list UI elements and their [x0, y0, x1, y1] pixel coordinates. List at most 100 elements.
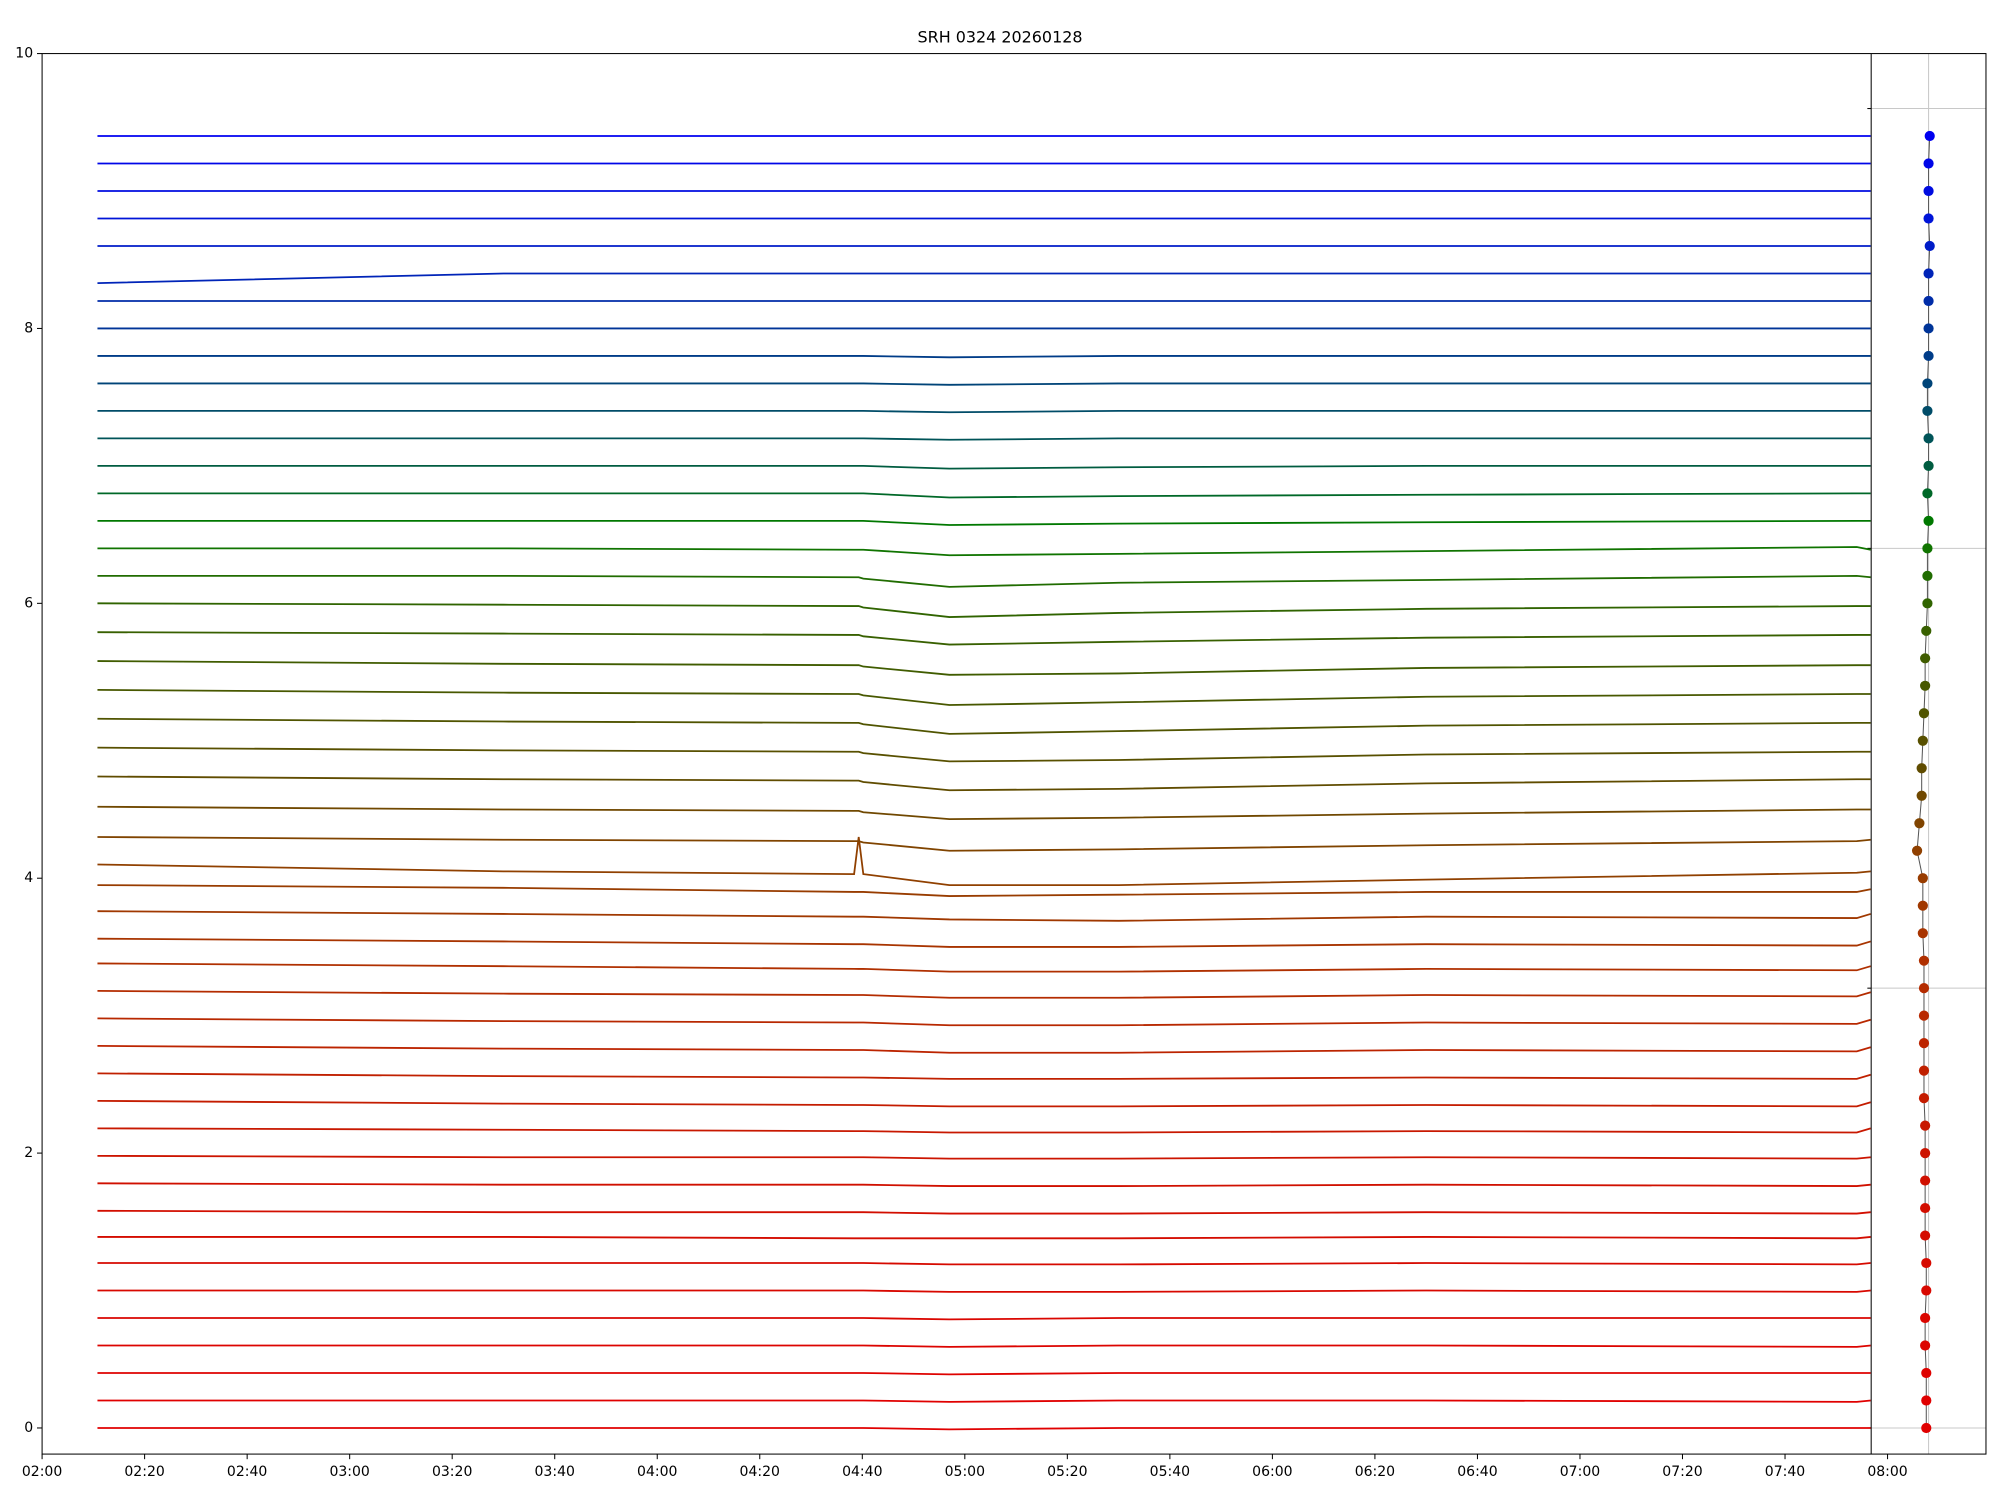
x-tick-label: 07:00 — [1560, 1464, 1600, 1480]
trace — [97, 1017, 1871, 1027]
trace — [97, 910, 1871, 922]
trace — [97, 1399, 1871, 1403]
x-tick-label: 03:40 — [535, 1464, 575, 1480]
inset-dot — [1918, 1093, 1930, 1104]
inset-dot — [1921, 625, 1932, 636]
trace — [97, 1317, 1871, 1321]
inset-dot — [1920, 1340, 1931, 1351]
x-tick-label: 05:20 — [1047, 1464, 1087, 1480]
trace — [97, 717, 1871, 735]
inset-dot — [1917, 928, 1928, 939]
trace — [97, 937, 1871, 948]
trace — [97, 492, 1871, 499]
inset-dot — [1922, 543, 1933, 554]
x-tick-label: 02:20 — [124, 1464, 164, 1480]
inset-dot — [1916, 763, 1927, 774]
x-tick-label: 06:00 — [1252, 1464, 1292, 1480]
trace — [97, 1372, 1871, 1376]
trace — [97, 1127, 1871, 1134]
x-tick-label: 06:20 — [1355, 1464, 1395, 1480]
plot-frame — [41, 53, 1987, 1455]
x-tick-label: 03:00 — [329, 1464, 369, 1480]
trace — [97, 1289, 1871, 1293]
trace — [97, 1427, 1871, 1431]
trace — [97, 962, 1871, 973]
trace — [97, 355, 1871, 359]
trace — [97, 546, 1871, 557]
inset-dot — [1921, 1257, 1932, 1269]
inset-dot — [1918, 983, 1930, 994]
x-tick-label: 04:20 — [740, 1464, 780, 1480]
inset-dot — [1918, 955, 1930, 966]
trace — [97, 660, 1871, 676]
trace — [97, 464, 1871, 470]
trace — [97, 1262, 1871, 1266]
x-tick-label: 07:20 — [1662, 1464, 1702, 1480]
trace — [97, 631, 1871, 646]
x-tick-label: 03:20 — [432, 1464, 472, 1480]
trace — [97, 1344, 1871, 1348]
y-tick-label: 8 — [24, 320, 33, 336]
x-tick-label: 06:40 — [1457, 1464, 1497, 1480]
inset-dot — [1920, 1202, 1931, 1214]
trace — [97, 1044, 1871, 1054]
trace — [97, 410, 1871, 414]
trace — [97, 805, 1871, 821]
inset-dot — [1920, 1312, 1931, 1324]
trace — [97, 1099, 1871, 1108]
trace — [97, 775, 1871, 792]
inset-dot — [1918, 708, 1930, 719]
inset-dot — [1923, 460, 1934, 471]
inset-dot — [1921, 1422, 1932, 1434]
inset-dot — [1923, 185, 1934, 197]
inset-dot — [1917, 873, 1928, 884]
inset-dot — [1924, 130, 1935, 142]
inset-dot — [1916, 790, 1927, 801]
trace — [97, 519, 1871, 526]
inset-dot — [1923, 433, 1934, 444]
trace — [97, 1182, 1871, 1187]
trace — [97, 836, 1871, 852]
inset-dot — [1918, 1010, 1930, 1021]
trace — [97, 990, 1871, 999]
trace — [97, 1209, 1871, 1215]
inset-dot — [1922, 570, 1933, 581]
y-tick-label: 4 — [24, 870, 33, 886]
x-tick-label: 04:00 — [637, 1464, 677, 1480]
inset-dot — [1922, 598, 1933, 609]
inset-dot — [1920, 680, 1931, 691]
inset-dot — [1923, 323, 1934, 334]
inset-dot — [1923, 295, 1934, 307]
trace — [97, 574, 1871, 588]
trace — [97, 836, 1871, 886]
inset-dot — [1918, 1065, 1930, 1076]
inset-dot — [1921, 1367, 1932, 1379]
x-tick-label: 07:40 — [1765, 1464, 1805, 1480]
inset-dot — [1911, 845, 1923, 856]
y-tick-label: 6 — [24, 595, 33, 611]
trace — [97, 1072, 1871, 1080]
trace — [97, 382, 1871, 386]
x-tick-label: 04:40 — [842, 1464, 882, 1480]
inset-dot — [1923, 350, 1934, 362]
inset-dot — [1922, 488, 1933, 499]
inset-dot — [1920, 1147, 1931, 1159]
inset-dot — [1923, 213, 1934, 224]
y-tick-label: 0 — [24, 1420, 33, 1436]
inset-dot — [1924, 240, 1935, 252]
x-tick-label: 05:00 — [945, 1464, 985, 1480]
trace — [97, 602, 1871, 618]
inset-dot — [1920, 653, 1931, 664]
inset-dot — [1923, 158, 1934, 169]
trace — [97, 689, 1871, 706]
inset-dot — [1921, 1285, 1932, 1296]
x-tick-label: 05:40 — [1150, 1464, 1190, 1480]
inset-dot — [1918, 1038, 1930, 1049]
inset-dot — [1920, 1175, 1931, 1186]
inset-dot — [1922, 378, 1933, 389]
trace — [97, 1154, 1871, 1160]
inset-dot — [1914, 818, 1925, 829]
inset-dot — [1921, 1395, 1932, 1406]
